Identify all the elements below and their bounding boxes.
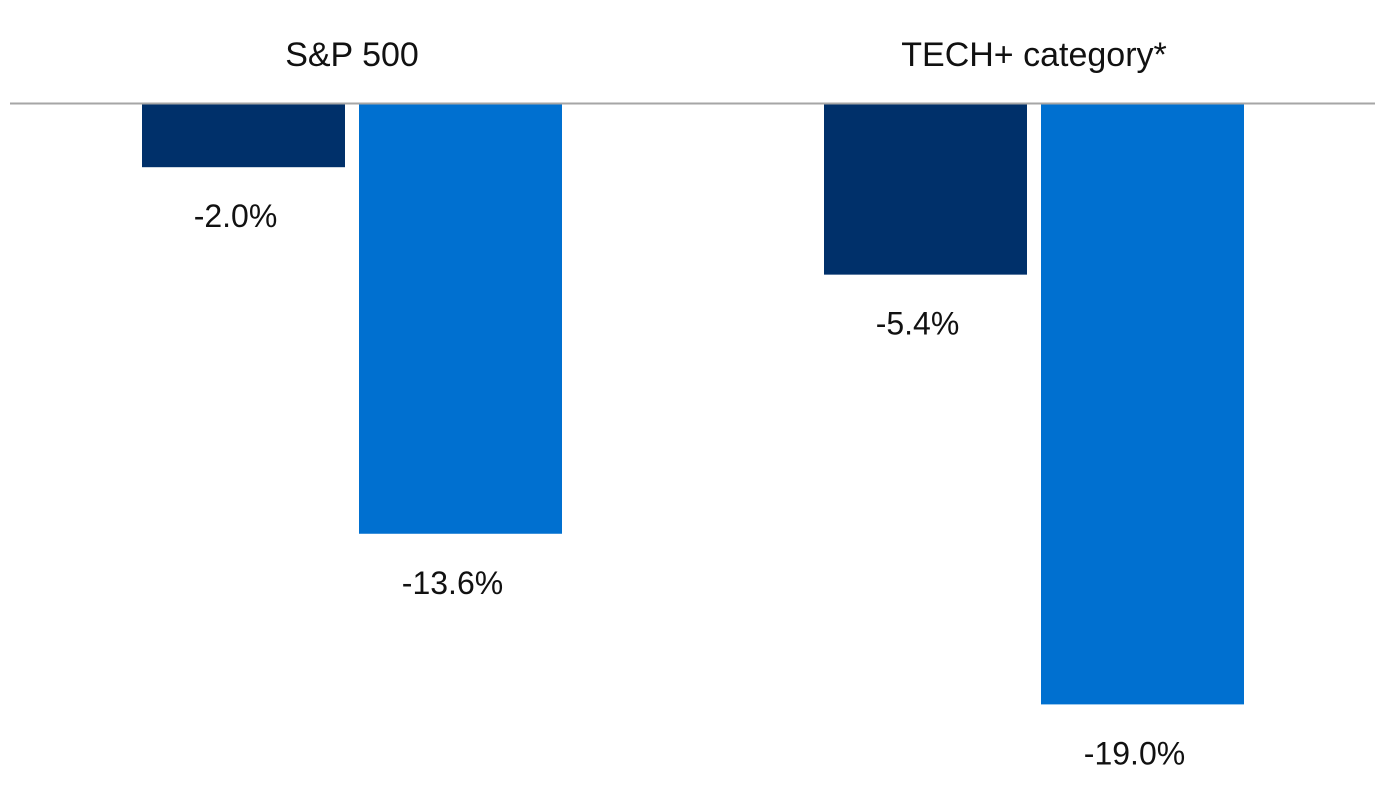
- bar-s-p-500-series-2: [359, 104, 562, 534]
- value-label-s-p-500-series-2: -13.6%: [402, 565, 503, 601]
- bar-tech-category-series-2: [1041, 104, 1244, 705]
- category-label-tech-category: TECH+ category*: [901, 36, 1167, 74]
- value-label-s-p-500-series-1: -2.0%: [194, 198, 278, 234]
- value-label-tech-category-series-1: -5.4%: [876, 306, 960, 342]
- category-labels: S&P 500 TECH+ category*: [285, 36, 1167, 74]
- bar-tech-category-series-1: [824, 104, 1027, 275]
- category-label-s-p-500: S&P 500: [285, 36, 419, 74]
- bar-s-p-500-series-1: [142, 104, 345, 168]
- value-labels: -2.0% -13.6% -5.4% -19.0%: [194, 198, 1185, 771]
- value-label-tech-category-series-2: -19.0%: [1084, 735, 1185, 771]
- bars: [142, 104, 1244, 705]
